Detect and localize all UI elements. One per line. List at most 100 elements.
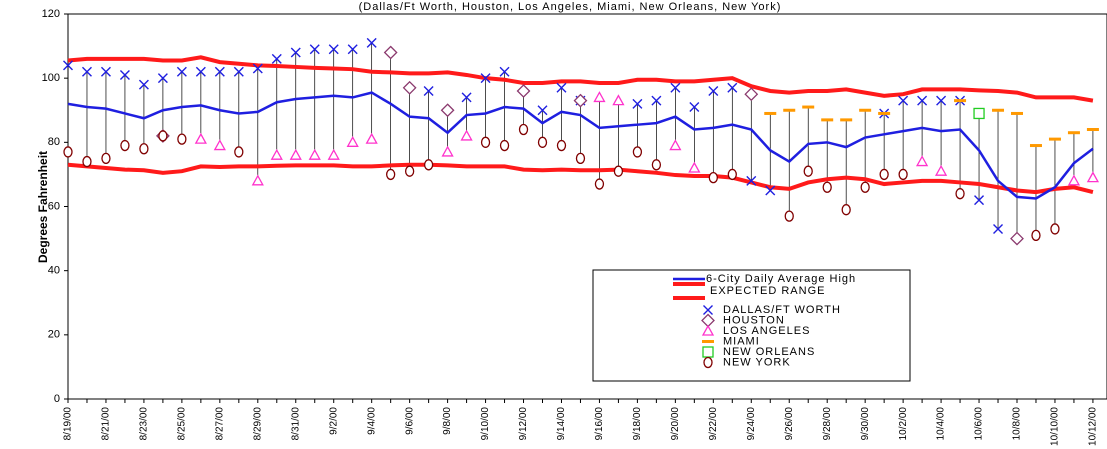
x-tick-label: 9/18/00 — [632, 407, 643, 441]
y-tick-label: 20 — [48, 329, 60, 341]
city-marker — [81, 66, 92, 77]
x-tick-label: 9/30/00 — [860, 407, 871, 441]
city-marker — [404, 165, 415, 177]
city-marker — [233, 66, 244, 77]
city-marker — [499, 66, 510, 77]
city-marker — [423, 159, 434, 171]
city-marker — [573, 93, 588, 108]
city-marker — [423, 86, 434, 96]
city-marker — [177, 133, 187, 145]
x-tick-label: 8/19/00 — [63, 407, 74, 441]
city-marker — [993, 223, 1004, 234]
city-marker — [727, 82, 738, 93]
legend-label: NEW YORK — [723, 356, 791, 368]
city-marker — [176, 66, 187, 77]
city-marker — [688, 161, 701, 173]
city-marker — [936, 95, 947, 106]
city-marker — [213, 139, 226, 151]
city-marker — [234, 146, 244, 158]
x-tick-label: 10/2/00 — [898, 407, 909, 441]
city-marker — [100, 66, 111, 77]
x-tick-label: 10/12/00 — [1088, 407, 1099, 446]
x-tick-label: 9/4/00 — [366, 407, 377, 435]
city-marker — [593, 91, 606, 103]
chart-subtitle: (Dallas/Ft Worth, Houston, Los Angeles, … — [359, 1, 782, 13]
city-marker — [516, 84, 531, 98]
city-marker — [973, 107, 985, 120]
y-tick-label: 120 — [42, 8, 60, 20]
city-marker — [251, 174, 264, 186]
city-marker — [898, 95, 909, 106]
x-tick-label: 9/8/00 — [442, 407, 453, 435]
city-marker — [556, 139, 567, 152]
legend-label: 6-City Daily Average High — [706, 273, 856, 285]
city-marker — [746, 175, 757, 186]
city-marker — [1010, 231, 1024, 246]
city-marker — [613, 165, 624, 177]
x-tick-label: 10/10/00 — [1050, 407, 1061, 446]
city-marker — [214, 66, 225, 77]
legend-label: HOUSTON — [723, 314, 785, 326]
city-marker — [822, 181, 832, 193]
city-marker — [669, 139, 682, 151]
city-marker — [139, 143, 149, 155]
city-marker — [289, 148, 302, 160]
y-axis-label: Degrees Fahrenheit — [36, 151, 50, 263]
city-marker — [383, 45, 398, 60]
city-marker — [270, 148, 283, 160]
city-marker — [879, 168, 889, 181]
city-marker — [632, 98, 643, 109]
city-marker — [158, 130, 168, 142]
city-marker — [328, 44, 339, 55]
city-marker — [537, 136, 548, 148]
city-marker — [915, 155, 929, 167]
x-tick-label: 9/10/00 — [480, 407, 491, 441]
city-marker — [480, 136, 491, 148]
legend-marker — [702, 346, 714, 358]
city-marker — [271, 53, 282, 64]
y-tick-label: 80 — [48, 136, 60, 148]
city-marker — [784, 210, 794, 222]
x-tick-label: 9/26/00 — [784, 407, 795, 441]
city-marker — [575, 152, 586, 165]
x-tick-label: 10/4/00 — [936, 407, 947, 441]
city-marker — [651, 95, 662, 106]
city-marker — [670, 82, 681, 93]
city-marker — [402, 80, 417, 95]
city-marker — [860, 181, 870, 193]
city-marker — [119, 69, 130, 80]
city-marker — [651, 159, 662, 171]
y-tick-label: 60 — [48, 200, 60, 212]
range-low-line — [67, 162, 1094, 195]
legend-box — [592, 269, 911, 382]
y-tick-label: 0 — [54, 393, 60, 405]
city-marker — [365, 132, 378, 144]
city-marker — [120, 139, 130, 152]
city-marker — [461, 92, 472, 103]
legend-label: LOS ANGELES — [723, 325, 810, 337]
city-marker — [594, 178, 605, 190]
plot-frame — [67, 13, 1107, 400]
city-marker — [480, 73, 491, 84]
x-tick-label: 9/24/00 — [746, 407, 757, 441]
x-tick-label: 9/16/00 — [594, 407, 605, 441]
range-high-line — [67, 55, 1094, 103]
city-marker — [252, 63, 263, 74]
legend-label: NEW ORLEANS — [723, 346, 815, 358]
x-tick-label: 9/12/00 — [518, 407, 529, 441]
city-marker — [765, 185, 776, 196]
city-marker — [1031, 229, 1041, 242]
legend-label: MIAMI — [723, 335, 760, 347]
city-marker — [441, 145, 454, 157]
average-line — [67, 91, 1094, 200]
city-marker — [194, 132, 207, 144]
city-marker — [1067, 174, 1081, 186]
city-marker — [327, 148, 340, 160]
city-marker — [708, 171, 718, 184]
legend-marker — [701, 324, 715, 336]
city-marker — [803, 165, 813, 177]
x-tick-label: 8/25/00 — [177, 407, 188, 441]
x-tick-label: 10/8/00 — [1012, 407, 1023, 441]
x-tick-label: 9/22/00 — [708, 407, 719, 441]
x-tick-label: 9/6/00 — [404, 407, 415, 435]
